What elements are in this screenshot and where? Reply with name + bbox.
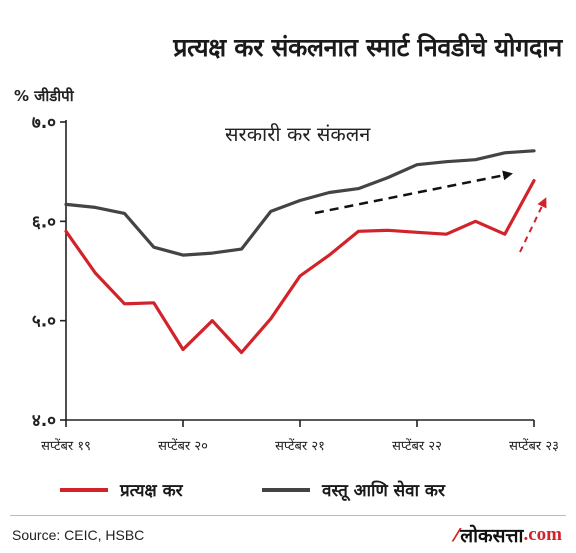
chart-annotations: सरकारी कर संकलन xyxy=(225,122,547,253)
direct-tax-trend-arrow xyxy=(519,197,547,253)
gst-annotation-label: सरकारी कर संकलन xyxy=(225,122,371,146)
y-tick-label: ७.० xyxy=(32,113,56,133)
footer-divider xyxy=(10,515,566,516)
y-tick-labels: ४.० ५.० ६.० ७.० xyxy=(32,113,56,431)
x-tick-label: सप्टेंबर २३ xyxy=(509,438,559,454)
y-tick-label: ४.० xyxy=(32,411,56,431)
brand-logo: ⁄ लोकसत्ता .com xyxy=(455,522,562,548)
legend-item-direct-tax: प्रत्यक्ष कर xyxy=(60,478,183,501)
x-tick-labels: सप्टेंबर १९ सप्टेंबर २० सप्टेंबर २१ सप्टेंब… xyxy=(41,438,559,454)
x-tick-label: सप्टेंबर १९ xyxy=(41,438,91,454)
legend-label-direct-tax: प्रत्यक्ष कर xyxy=(120,481,183,501)
legend-swatch-direct-tax xyxy=(60,487,108,492)
x-tick-label: सप्टेंबर २० xyxy=(158,438,208,454)
gst-trend-arrow xyxy=(314,170,513,215)
axes xyxy=(60,120,535,427)
legend-item-gst: वस्तू आणि सेवा कर xyxy=(262,478,445,501)
x-tick-label: सप्टेंबर २१ xyxy=(275,438,325,454)
chart-title: प्रत्यक्ष कर संकलनात स्मार्ट निवडीचे योग… xyxy=(173,33,562,62)
x-tick-label: सप्टेंबर २२ xyxy=(392,438,442,454)
legend-label-gst: वस्तू आणि सेवा कर xyxy=(322,481,445,501)
y-axis-label: % जीडीपी xyxy=(14,87,74,105)
y-tick-label: ६.० xyxy=(32,212,56,232)
source-text: Source: CEIC, HSBC xyxy=(12,527,145,543)
line-chart: ४.०५.०६.०७.० सप्टेंबर १९ सप्टेंबर २० सप्टे… xyxy=(32,113,559,454)
brand-name: लोकसत्ता xyxy=(460,525,524,547)
series-line-1 xyxy=(64,149,536,257)
series-lines xyxy=(64,149,536,355)
brand-tld: .com xyxy=(523,524,562,545)
legend-swatch-gst xyxy=(262,487,310,492)
brand-mark-icon: ⁄ xyxy=(455,524,459,546)
y-tick-label: ५.० xyxy=(32,312,56,332)
series-line-0 xyxy=(64,179,536,355)
